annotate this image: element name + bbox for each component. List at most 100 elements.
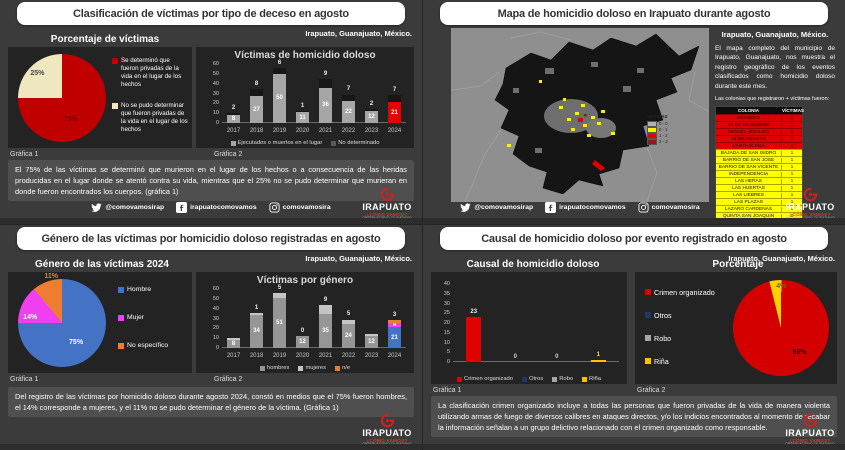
legend-swatch — [522, 376, 527, 382]
grafica-2-label: Gráfica 2 — [214, 151, 243, 158]
bottom-strip — [0, 218, 422, 224]
y-axis-tick: 10 — [212, 110, 219, 117]
pie-slice-label: 11% — [44, 272, 59, 280]
y-axis-tick: 10 — [443, 339, 450, 346]
bar-chart-legend: Crimen organizado Otros Robo Riña — [431, 376, 627, 382]
legend-swatch — [331, 140, 337, 146]
bar-section-title: Causal de homicidio doloso — [466, 259, 600, 270]
logo-tagline: ¿CÓMO VAMOS? — [366, 438, 408, 444]
bar-top-label: 3 — [392, 312, 397, 319]
legend-label: Robo — [654, 334, 672, 343]
bar-top-label: 1 — [254, 305, 259, 312]
twitter-handle: @comovamosirap — [474, 204, 534, 211]
twitter-icon — [91, 203, 102, 212]
bar-segment: 51 — [273, 297, 286, 348]
bar-segment — [388, 95, 401, 103]
x-axis-category: 2023 — [364, 353, 379, 359]
colonias-lead-text: Las colonias que registraron + víctimas … — [715, 96, 830, 103]
victimas-count: 1 — [781, 157, 802, 163]
legend-label: Ejecutados o muertos en el lugar — [237, 140, 323, 146]
legend-swatch — [118, 287, 124, 293]
bar-value-label: 27 — [253, 106, 260, 113]
bar-value-label: 51 — [276, 319, 283, 326]
bar-top-label: 2 — [369, 101, 374, 108]
colonia-name: LÁZARO CÁRDENAS — [724, 206, 773, 212]
bar-segment: 34 — [250, 314, 263, 348]
bar-top-label: 2 — [231, 105, 236, 112]
bar-segment: 27 — [250, 96, 263, 123]
bar-value-label: 35 — [322, 327, 329, 334]
y-axis-tick: 0 — [215, 120, 219, 126]
legend-label: Mujer — [127, 314, 144, 321]
legend-item: Otros — [645, 311, 729, 320]
legend-item: Riña — [582, 376, 601, 382]
legend-item: Crimen organizado — [645, 288, 729, 297]
y-axis-tick: 60 — [212, 61, 219, 67]
bar-chart-legend: hombres mujeres n/e — [196, 365, 414, 371]
bar-segment — [227, 338, 240, 341]
bar-top-label: 7 — [346, 86, 351, 93]
pie-legend: Crimen organizado Otros Robo Riña — [645, 288, 729, 366]
bar-top-label: 0 — [555, 354, 559, 360]
colonia-name: SANTA ELENA — [732, 143, 765, 149]
legend-item: Otros — [522, 376, 543, 382]
instagram-handle: comovamosira — [282, 204, 331, 211]
y-axis-tick: 20 — [443, 320, 450, 326]
bar-top-label: 23 — [470, 309, 478, 316]
legend-swatch — [457, 376, 463, 382]
x-axis-category: 2020 — [295, 353, 310, 359]
legend-item: Robo — [552, 376, 573, 382]
map-legend-label: 0 - 0 — [659, 120, 668, 126]
bar-top-label: 1 — [300, 102, 305, 109]
victimas-count: 1 — [781, 171, 802, 177]
pie-slice-label: 75% — [63, 115, 78, 123]
bar-value-label: 8 — [231, 341, 236, 348]
colonia-name: ARANDAS — [736, 115, 761, 121]
pie-slice-label: 4% — [776, 282, 787, 290]
y-axis-tick: 20 — [212, 100, 219, 107]
victimas-count: 1 — [781, 206, 802, 212]
bar-segment: 21 — [388, 102, 401, 123]
panel-title: Mapa de homicidio doloso en Irapuato dur… — [439, 2, 829, 25]
colonia-name: BARRIO DE SAN VICENTE — [718, 164, 779, 170]
pie-legend: Hombre Mujer No específico — [118, 286, 188, 349]
legend-label: Riña — [589, 376, 601, 382]
y-axis-tick: 40 — [212, 305, 219, 312]
bar-segment: 50 — [273, 73, 286, 123]
bar-top-label: 6 — [277, 59, 282, 66]
x-axis-category: 2024 — [387, 353, 402, 359]
legend-swatch — [552, 376, 558, 382]
bar-chart-victimas-genero: Víctimas por género 0 10 20 30 40 50 60 8 2017 34… — [196, 272, 414, 373]
bar-segment — [319, 78, 332, 88]
bar-segment — [319, 304, 332, 314]
table-row: LAS HUERTAS 1 — [716, 184, 802, 192]
bar-value-label: 50 — [276, 95, 283, 102]
y-axis-tick: 20 — [212, 325, 219, 332]
bar-segment — [227, 113, 240, 116]
x-axis-line — [222, 347, 406, 348]
victimas-count: 1 — [781, 150, 802, 156]
victimas-count: 1 — [781, 178, 802, 184]
table-row: 12 DE DICIEMBRE 2 — [716, 121, 802, 129]
y-axis-tick: 50 — [212, 70, 219, 77]
map-legend-item: 1 - 2 — [647, 132, 668, 139]
x-axis-category: 2020 — [295, 128, 310, 134]
legend-label: Robo — [559, 376, 574, 382]
legend-label: mujeres — [305, 365, 327, 371]
irapuato-logo: IRAPUATO¿CÓMO VAMOS?OBSERVATORIO CIUDADA… — [780, 413, 840, 447]
legend-label: Crimen organizado — [654, 288, 715, 297]
bar-value-label: 21 — [391, 334, 398, 341]
colonia-name: QUINTA SAN JOAQUÍN — [722, 213, 775, 219]
panel-title: Causal de homicidio doloso por evento re… — [439, 227, 829, 250]
social-group: comovamosira — [269, 202, 331, 213]
colonias-table: COLONIA VÍCTIMAS ARANDAS 2 12 DE DICIEMBRE 2 M… — [715, 106, 804, 224]
bottom-strip — [423, 444, 845, 450]
y-axis-tick: 30 — [212, 90, 219, 97]
table-row: INDEPENDENCIA 1 — [716, 170, 802, 178]
column-header-colonia: COLONIA — [737, 108, 760, 114]
legend-swatch — [118, 315, 124, 321]
legend-item: Se determinó que fueron privadas de la v… — [112, 57, 188, 89]
panel-causal: Causal de homicidio doloso por evento re… — [423, 225, 845, 450]
legend-item: Crimen organizado — [457, 376, 513, 382]
pie-slice-label: 14% — [23, 314, 38, 322]
